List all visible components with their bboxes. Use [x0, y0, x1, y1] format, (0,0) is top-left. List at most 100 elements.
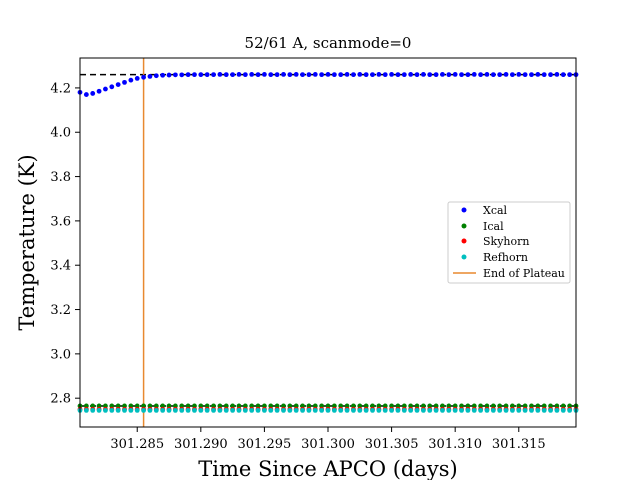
data-point-refhorn [440, 407, 445, 413]
x-tick-label: 301.310 [428, 437, 482, 452]
data-point-xcal [351, 72, 356, 78]
data-point-refhorn [96, 407, 102, 413]
data-point-ical [395, 403, 401, 409]
data-point-xcal [172, 72, 178, 78]
data-point-ical [96, 403, 102, 409]
data-point-ical [255, 403, 261, 409]
data-point-ical [414, 403, 420, 409]
data-point-xcal [109, 84, 115, 90]
data-point-xcal [395, 72, 401, 78]
data-point-xcal [478, 72, 484, 78]
data-point-xcal [440, 72, 445, 77]
series-ical [77, 403, 579, 409]
data-point-refhorn [223, 407, 229, 413]
data-point-ical [249, 403, 255, 409]
data-point-refhorn [522, 407, 528, 413]
data-point-refhorn [312, 407, 318, 413]
data-point-refhorn [548, 407, 553, 413]
data-point-ical [223, 403, 229, 409]
x-axis-label: Time Since APCO (days) [198, 457, 457, 480]
data-point-xcal [287, 72, 293, 78]
data-point-ical [389, 403, 394, 409]
data-point-refhorn [471, 407, 477, 413]
data-point-ical [490, 403, 496, 409]
legend-box [447, 201, 571, 284]
data-point-ical [522, 403, 528, 409]
data-point-xcal [452, 72, 458, 77]
data-point-xcal [153, 73, 159, 79]
data-point-refhorn [300, 407, 305, 413]
legend-label-ical: Ical [483, 220, 504, 233]
data-point-ical [541, 403, 547, 409]
y-tick-label: 4.2 [50, 81, 71, 96]
data-point-xcal [198, 72, 204, 78]
data-point-xcal [560, 72, 566, 78]
data-point-ical [554, 403, 560, 409]
data-point-xcal [115, 82, 121, 87]
x-tick-label: 301.300 [301, 437, 355, 452]
data-point-refhorn [420, 407, 426, 413]
data-point-refhorn [90, 407, 96, 413]
data-point-ical [338, 403, 344, 409]
data-point-refhorn [211, 407, 216, 413]
data-point-ical [548, 403, 553, 409]
legend-marker-skyhorn [461, 238, 467, 244]
x-tick-label: 301.290 [174, 437, 228, 452]
data-point-refhorn [370, 407, 375, 413]
data-point-xcal [306, 72, 312, 78]
data-point-ical [427, 403, 433, 409]
data-point-xcal [128, 77, 134, 83]
data-point-xcal [179, 72, 185, 78]
data-point-ical [287, 403, 293, 409]
data-point-refhorn [484, 407, 490, 413]
x-tick-label: 301.315 [492, 437, 546, 452]
data-point-xcal [357, 72, 363, 77]
data-point-refhorn [478, 407, 484, 413]
data-point-xcal [300, 72, 305, 78]
data-point-ical [503, 403, 509, 409]
data-point-refhorn [465, 407, 471, 413]
data-point-xcal [211, 72, 216, 78]
data-point-refhorn [236, 407, 242, 413]
data-points [77, 72, 579, 413]
data-point-ical [529, 403, 534, 409]
data-point-xcal [103, 86, 108, 92]
data-point-xcal [325, 72, 331, 77]
data-point-refhorn [160, 407, 166, 413]
data-point-refhorn [535, 407, 541, 413]
data-point-ical [109, 403, 115, 409]
data-point-refhorn [319, 407, 325, 413]
data-point-xcal [230, 72, 236, 78]
data-point-xcal [338, 72, 344, 78]
data-point-refhorn [109, 407, 115, 413]
data-point-ical [484, 403, 490, 409]
data-point-refhorn [503, 407, 509, 413]
data-point-ical [433, 403, 439, 409]
data-point-xcal [503, 72, 509, 77]
data-point-ical [370, 403, 375, 409]
data-point-xcal [204, 72, 210, 78]
data-point-xcal [554, 72, 560, 77]
data-point-refhorn [357, 407, 363, 413]
data-point-ical [567, 403, 573, 409]
data-point-refhorn [382, 407, 388, 413]
legend-label-xcal: Xcal [483, 204, 508, 217]
data-point-xcal [363, 72, 369, 78]
data-point-ical [357, 403, 363, 409]
data-point-xcal [376, 72, 382, 77]
data-point-ical [147, 403, 153, 409]
data-point-refhorn [83, 407, 89, 413]
data-point-ical [363, 403, 369, 409]
data-point-xcal [134, 75, 140, 81]
data-point-refhorn [363, 407, 369, 413]
data-point-ical [153, 403, 159, 409]
chart-title: 52/61 A, scanmode=0 [245, 34, 412, 52]
data-point-xcal [147, 73, 153, 79]
data-point-ical [262, 403, 267, 409]
data-point-refhorn [510, 407, 515, 413]
data-point-ical [128, 403, 134, 409]
data-point-ical [211, 403, 216, 409]
data-point-xcal [548, 72, 553, 78]
data-point-xcal [96, 88, 102, 94]
data-point-ical [344, 403, 350, 409]
